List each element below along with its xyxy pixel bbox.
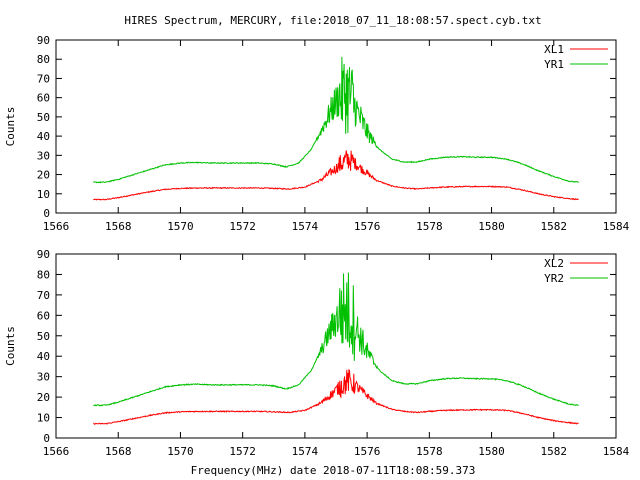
y-tick-label: 70: [37, 72, 50, 85]
x-tick-label: 1584: [603, 220, 630, 233]
y-axis-label: Counts: [4, 326, 17, 366]
series-line-yr1: [93, 56, 579, 184]
y-tick-label: 60: [37, 309, 50, 322]
series-line-xl1: [93, 150, 579, 201]
legend-label: YR2: [544, 272, 564, 285]
series-line-xl2: [93, 368, 579, 425]
x-tick-label: 1568: [105, 220, 132, 233]
y-tick-label: 10: [37, 188, 50, 201]
figure-title: HIRES Spectrum, MERCURY, file:2018_07_11…: [124, 14, 541, 27]
x-tick-label: 1576: [354, 220, 381, 233]
x-tick-label: 1576: [354, 445, 381, 458]
x-tick-label: 1578: [416, 445, 443, 458]
y-tick-label: 90: [37, 248, 50, 261]
legend-label: YR1: [544, 58, 564, 71]
x-tick-label: 1574: [292, 445, 319, 458]
y-tick-label: 50: [37, 111, 50, 124]
y-tick-label: 60: [37, 92, 50, 105]
x-tick-label: 1566: [43, 220, 70, 233]
x-axis-label: Frequency(MHz) date 2018-07-11T18:08:59.…: [191, 464, 476, 477]
x-tick-label: 1568: [105, 445, 132, 458]
y-tick-label: 0: [43, 432, 50, 445]
x-tick-label: 1582: [541, 220, 568, 233]
x-tick-label: 1580: [478, 445, 505, 458]
plot-frame: [55, 39, 617, 214]
legend-label: XL2: [544, 257, 564, 270]
y-tick-label: 40: [37, 130, 50, 143]
x-tick-label: 1574: [292, 220, 319, 233]
y-tick-label: 90: [37, 34, 50, 47]
y-tick-label: 80: [37, 53, 50, 66]
y-tick-label: 40: [37, 350, 50, 363]
y-tick-label: 70: [37, 289, 50, 302]
y-tick-label: 20: [37, 169, 50, 182]
x-tick-label: 1580: [478, 220, 505, 233]
plot-frame: [55, 253, 617, 439]
y-tick-label: 0: [43, 207, 50, 220]
y-tick-label: 50: [37, 330, 50, 343]
x-tick-label: 1582: [541, 445, 568, 458]
bottom-panel: 0 10 20 30 40 50 60 70 80 90 1566 1568 1570 1572 1574 1…: [4, 248, 630, 458]
y-tick-label: 80: [37, 268, 50, 281]
top-panel: 0 10 20 30 40 50 60 70 80 90 1566 1568 1570 1572 1574 1…: [4, 34, 630, 233]
x-tick-label: 1578: [416, 220, 443, 233]
y-tick-label: 10: [37, 412, 50, 425]
legend-label: XL1: [544, 43, 564, 56]
x-tick-label: 1566: [43, 445, 70, 458]
x-tick-label: 1570: [167, 445, 194, 458]
y-tick-label: 30: [37, 371, 50, 384]
x-tick-label: 1584: [603, 445, 630, 458]
x-tick-label: 1570: [167, 220, 194, 233]
y-tick-label: 30: [37, 149, 50, 162]
x-tick-label: 1572: [229, 220, 256, 233]
y-axis-label: Counts: [4, 107, 17, 147]
x-tick-label: 1572: [229, 445, 256, 458]
y-tick-label: 20: [37, 391, 50, 404]
series-line-yr2: [93, 272, 579, 407]
